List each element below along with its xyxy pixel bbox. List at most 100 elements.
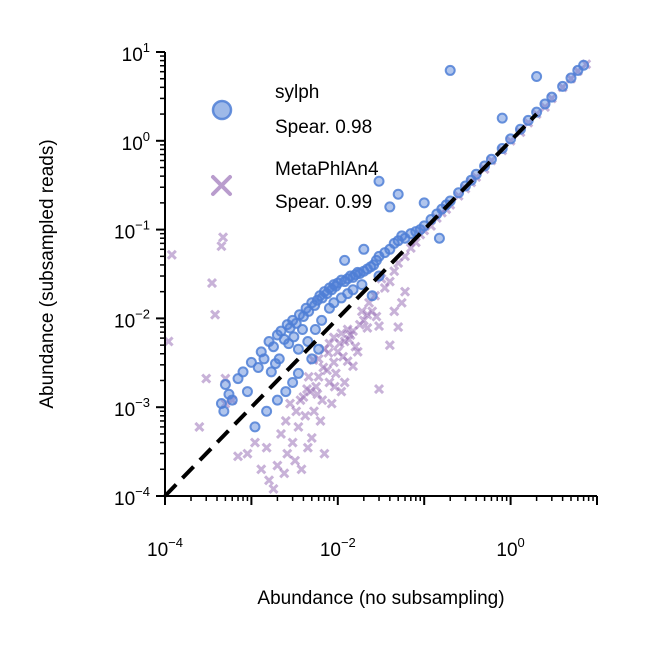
sylph-point: [373, 175, 385, 187]
metaphlan4-point: [289, 455, 301, 466]
metaphlan4-point: [323, 347, 334, 358]
metaphlan4-point: [344, 334, 355, 345]
sylph-point: [249, 421, 261, 433]
y-tick-label: 100: [122, 129, 150, 155]
sylph-point: [218, 405, 230, 417]
metaphlan4-point: [282, 448, 293, 459]
sylph-point: [539, 98, 551, 110]
y-ticks: 10−4 10−3 10−2 10−1 100 101: [114, 40, 165, 510]
metaphlan4-point: [268, 483, 279, 495]
metaphlan4-point: [210, 309, 221, 320]
legend-metaphlan-marker: [211, 175, 232, 196]
metaphlan4-point: [201, 373, 212, 384]
sylph-point: [358, 243, 370, 255]
sylph-point: [287, 376, 299, 388]
metaphlan4-point: [272, 460, 283, 471]
sylph-point: [219, 379, 231, 391]
y-tick-label: 10−3: [114, 395, 150, 421]
sylph-point: [258, 353, 270, 365]
sylph-point: [261, 405, 273, 417]
legend-sylph-name: sylph: [275, 82, 319, 103]
x-tick-label: 10−4: [147, 535, 183, 561]
sylph-point: [292, 367, 304, 379]
sylph-point: [384, 201, 396, 213]
metaphlan4-point: [396, 297, 407, 308]
sylph-point: [392, 188, 404, 200]
metaphlan4-point: [216, 241, 227, 252]
metaphlan4-point: [295, 395, 306, 406]
metaphlan4-point: [256, 464, 267, 475]
sylph-point: [328, 297, 340, 309]
sylph-point: [339, 254, 351, 266]
metaphlan4-point: [319, 448, 330, 459]
sylph-point: [252, 361, 264, 373]
metaphlan4-point: [318, 362, 329, 373]
x-ticks: 10−4 10−2 100: [147, 496, 598, 561]
legend-metaphlan-stat: Spear. 0.99: [275, 192, 372, 213]
metaphlan4-point: [330, 368, 341, 379]
legend-metaphlan-name: MetaPhlAn4: [275, 159, 379, 180]
metaphlan4-point: [166, 249, 177, 260]
sylph-point: [316, 314, 328, 326]
sylph-point: [578, 59, 590, 71]
y-tick-label: 101: [122, 40, 150, 66]
sylph-point: [309, 323, 321, 335]
metaphlan4-point: [328, 357, 339, 368]
metaphlan4-point: [284, 398, 296, 409]
metaphlan4-point: [249, 437, 261, 448]
metaphlan4-point: [291, 406, 302, 417]
metaphlan4-point: [453, 190, 464, 201]
metaphlan4-point: [337, 351, 349, 362]
sylph-point: [433, 232, 445, 244]
sylph-point: [496, 112, 508, 124]
y-tick-label: 10−4: [114, 484, 150, 510]
metaphlan4-point: [339, 377, 350, 388]
y-axis-label: Abundance (subsampled reads): [37, 139, 58, 408]
metaphlan4-point: [312, 389, 323, 400]
metaphlan4-point: [347, 361, 359, 372]
metaphlan4-point: [194, 421, 205, 432]
metaphlan4-point: [296, 464, 307, 475]
reference-line: [163, 112, 539, 498]
sylph-point: [241, 386, 253, 398]
metaphlan4-point: [373, 320, 385, 332]
sylph-point: [302, 335, 314, 347]
sylph-point: [546, 91, 558, 103]
legend-sylph-marker: [211, 99, 233, 121]
metaphlan4-point: [263, 475, 275, 486]
sylph-point: [418, 197, 430, 209]
metaphlan4-point: [371, 311, 382, 322]
metaphlan4-point: [302, 442, 313, 453]
sylph-point: [347, 284, 359, 296]
legend: sylph Spear. 0.98 MetaPhlAn4 Spear. 0.99: [211, 82, 379, 213]
metaphlan4-point: [313, 371, 324, 382]
sylph-point: [267, 341, 279, 353]
metaphlan4-point: [218, 232, 229, 243]
x-tick-label: 100: [496, 535, 524, 561]
metaphlan4-point: [334, 338, 345, 349]
sylph-point: [269, 358, 281, 370]
metaphlan4-point: [393, 321, 404, 333]
metaphlan4-point: [275, 428, 287, 439]
y-tick-label: 10−1: [114, 218, 150, 244]
metaphlan4-point: [370, 290, 381, 301]
metaphlan4-point: [362, 309, 373, 320]
metaphlan4-point: [329, 381, 340, 392]
metaphlan4-point: [326, 398, 337, 409]
sylph-point: [237, 366, 249, 378]
metaphlan4-point: [399, 286, 411, 297]
metaphlan4-point: [539, 101, 551, 113]
metaphlan4-point: [315, 415, 326, 427]
legend-sylph-stat: Spear. 0.98: [275, 117, 372, 138]
sylph-point: [288, 331, 300, 343]
sylph-point: [313, 343, 325, 355]
metaphlan4-point: [373, 384, 385, 395]
sylph-point: [271, 394, 283, 406]
sylph-point: [280, 386, 292, 398]
metaphlan4-point: [523, 117, 534, 128]
metaphlan4-point: [384, 340, 395, 351]
sylph-point: [296, 323, 308, 335]
metaphlan4-point: [471, 172, 482, 183]
sylph-point: [292, 343, 304, 355]
